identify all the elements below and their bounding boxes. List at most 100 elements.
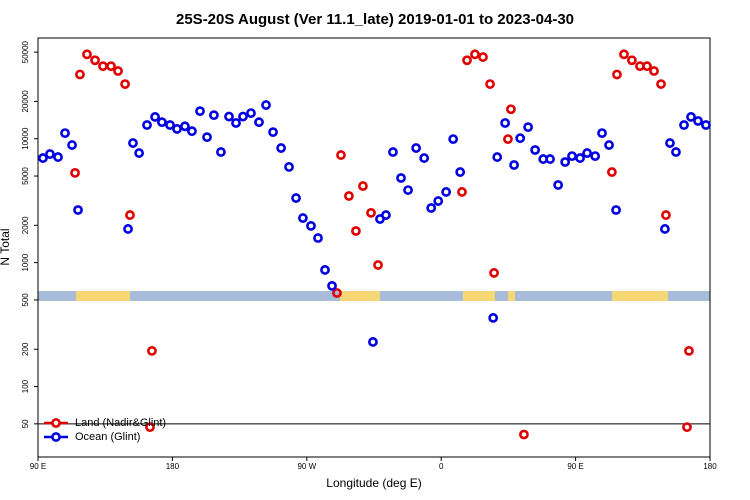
y-tick-label: 500 [21, 293, 30, 307]
point [172, 124, 182, 134]
point [38, 153, 48, 163]
land-patch [76, 291, 130, 301]
point [523, 122, 534, 133]
point [519, 429, 529, 440]
point [106, 61, 116, 72]
point [626, 55, 637, 66]
point [150, 112, 160, 122]
land-patch [508, 291, 515, 301]
point [553, 180, 564, 190]
y-tick-label: 2000 [21, 216, 30, 234]
point [500, 118, 511, 128]
y-tick-label: 50000 [21, 40, 30, 63]
point [157, 117, 167, 128]
land-patch [612, 291, 668, 301]
land-patch [463, 291, 495, 301]
point [492, 152, 503, 162]
land-patch [340, 291, 380, 301]
point [60, 128, 70, 139]
point [298, 213, 308, 223]
point [426, 203, 437, 213]
point [619, 49, 629, 60]
y-axis-label: N Total [0, 228, 12, 265]
point [67, 140, 77, 150]
point [419, 153, 430, 163]
point [113, 66, 123, 76]
point [75, 69, 85, 80]
point [123, 224, 133, 234]
x-tick-label: 180 [166, 462, 180, 471]
y-tick-label: 5000 [21, 167, 30, 185]
chart-title: 25S-20S August (Ver 11.1_late) 2019-01-0… [176, 11, 574, 28]
point [470, 49, 480, 60]
point [147, 345, 157, 356]
point [90, 55, 100, 66]
point [344, 191, 354, 201]
y-tick-label: 200 [21, 342, 30, 356]
point [120, 79, 130, 89]
point [649, 66, 659, 76]
point [125, 210, 135, 220]
point [403, 185, 413, 195]
y-tick-label: 10000 [21, 127, 30, 150]
point [679, 120, 689, 130]
point [195, 106, 205, 117]
point [656, 79, 666, 89]
point [373, 260, 383, 270]
point [358, 181, 368, 191]
point [366, 207, 376, 218]
point [284, 162, 294, 172]
y-tick-label: 50 [21, 419, 30, 428]
point [611, 205, 621, 215]
point [441, 187, 452, 197]
point [686, 112, 696, 122]
legend-label: Ocean (Glint) [75, 431, 140, 443]
point [73, 205, 83, 215]
point [313, 233, 323, 243]
point [448, 134, 459, 145]
point [128, 138, 138, 148]
point [660, 224, 670, 234]
point [433, 196, 444, 206]
point [254, 117, 264, 128]
point [70, 167, 80, 178]
point [291, 193, 301, 203]
point [489, 268, 499, 278]
y-tick-label: 100 [21, 379, 30, 393]
point [261, 100, 271, 110]
point [671, 147, 681, 157]
point [165, 120, 175, 130]
point [506, 104, 516, 115]
point [509, 160, 519, 170]
point [642, 61, 652, 72]
point [485, 79, 495, 89]
point [306, 220, 316, 231]
point [276, 143, 287, 153]
point [142, 120, 152, 130]
point [187, 126, 197, 137]
point [224, 111, 234, 122]
point [209, 110, 219, 121]
x-tick-label: 90 E [30, 462, 46, 471]
point [488, 313, 499, 323]
point [327, 280, 337, 291]
point [351, 226, 361, 236]
point [202, 132, 212, 143]
legend-marker [51, 432, 61, 442]
point [560, 157, 571, 167]
point [411, 143, 422, 153]
point [268, 127, 278, 138]
legend-marker [51, 418, 61, 428]
point [590, 151, 601, 162]
plot-frame [37, 37, 711, 458]
x-tick-label: 90 E [567, 462, 583, 471]
point [145, 422, 155, 433]
x-tick-label: 90 W [297, 462, 316, 471]
point [515, 133, 526, 144]
point [134, 148, 144, 158]
point [368, 337, 378, 347]
point [503, 134, 513, 145]
point [606, 167, 617, 177]
